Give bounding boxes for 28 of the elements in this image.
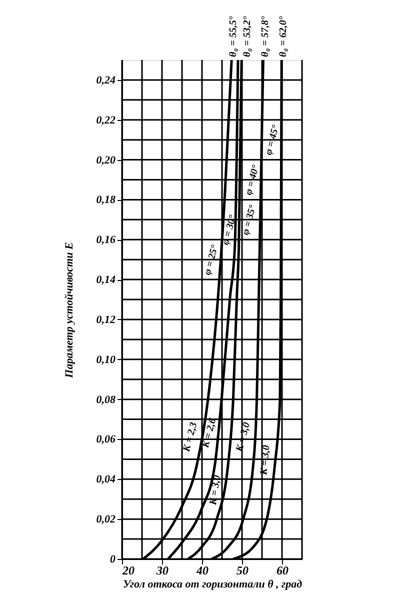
text: θ₀ = 53,2° bbox=[242, 16, 253, 57]
y-tick-label: 0,18 bbox=[96, 194, 116, 206]
y-tick-label: 0,08 bbox=[96, 394, 116, 406]
x-tick-label: 60 bbox=[276, 564, 288, 578]
y-tick-label: 0 bbox=[110, 554, 116, 566]
x-tick-label: 40 bbox=[196, 564, 208, 578]
annotation: φ = 25° bbox=[202, 244, 221, 276]
text: θ₀ = 57,8° bbox=[260, 16, 271, 57]
y-tick-label: 0,20 bbox=[96, 154, 116, 166]
y-tick-label: 0,22 bbox=[96, 114, 116, 126]
y-tick-label: 0,14 bbox=[96, 274, 116, 286]
y-tick-label: 0,16 bbox=[96, 234, 116, 246]
y-tick-label: 0,06 bbox=[96, 434, 116, 446]
y-tick-label: 0,24 bbox=[96, 74, 116, 86]
x-axis-title: Угол откоса от горизонтали θ , град bbox=[122, 578, 303, 590]
annotation: φ = 35° bbox=[240, 204, 259, 236]
y-tick-label: 0,10 bbox=[96, 354, 116, 366]
text: θ₀ = 55,5° bbox=[228, 16, 239, 57]
annotation: φ = 40° bbox=[243, 164, 262, 196]
y-tick-label: 0,02 bbox=[96, 514, 116, 526]
y-tick-label: 0,12 bbox=[96, 314, 116, 326]
y-axis-title: Параметр устойчивости E bbox=[63, 242, 76, 379]
text: θ₀ = 62,0° bbox=[278, 16, 289, 57]
x-tick-label: 20 bbox=[122, 564, 134, 578]
x-tick-label: 50 bbox=[236, 564, 248, 578]
annotation: φ = 45° bbox=[263, 124, 282, 156]
y-tick-label: 0,04 bbox=[96, 474, 116, 486]
x-tick-label: 30 bbox=[156, 564, 168, 578]
